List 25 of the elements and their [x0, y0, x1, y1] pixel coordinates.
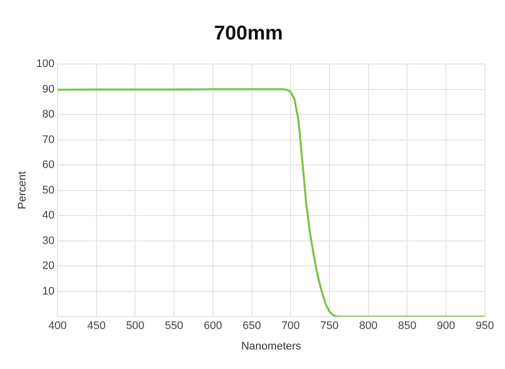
y-axis-title: Percent: [16, 171, 29, 210]
y-tick-label: 30: [42, 234, 55, 247]
x-tick-label: 500: [126, 320, 144, 332]
x-tick-label: 950: [476, 320, 494, 332]
x-tick-label: 900: [436, 320, 456, 332]
x-tick-label: 650: [242, 320, 261, 332]
x-tick-label: 700: [281, 320, 300, 332]
y-tick-label: 60: [42, 159, 55, 172]
y-tick-label: 100: [36, 58, 55, 70]
y-tick-label: 10: [42, 285, 55, 298]
y-tick-label: 90: [42, 83, 55, 96]
x-tick-label: 550: [164, 320, 184, 332]
x-axis-title: Nanometers: [241, 340, 302, 352]
y-tick-label: 70: [42, 134, 55, 146]
y-tick-label: 80: [42, 108, 55, 121]
x-tick-label: 850: [398, 320, 416, 332]
y-tick-label: 50: [42, 184, 55, 196]
chart-title: 700mm: [214, 22, 283, 45]
x-tick-label: 600: [204, 320, 222, 332]
y-tick-label: 40: [42, 210, 55, 222]
x-tick-label: 800: [359, 320, 378, 332]
x-tick-label: 400: [48, 320, 67, 332]
y-tick-label: 20: [42, 260, 55, 272]
x-tick-label: 450: [87, 320, 106, 332]
x-tick-label: 750: [320, 320, 339, 332]
